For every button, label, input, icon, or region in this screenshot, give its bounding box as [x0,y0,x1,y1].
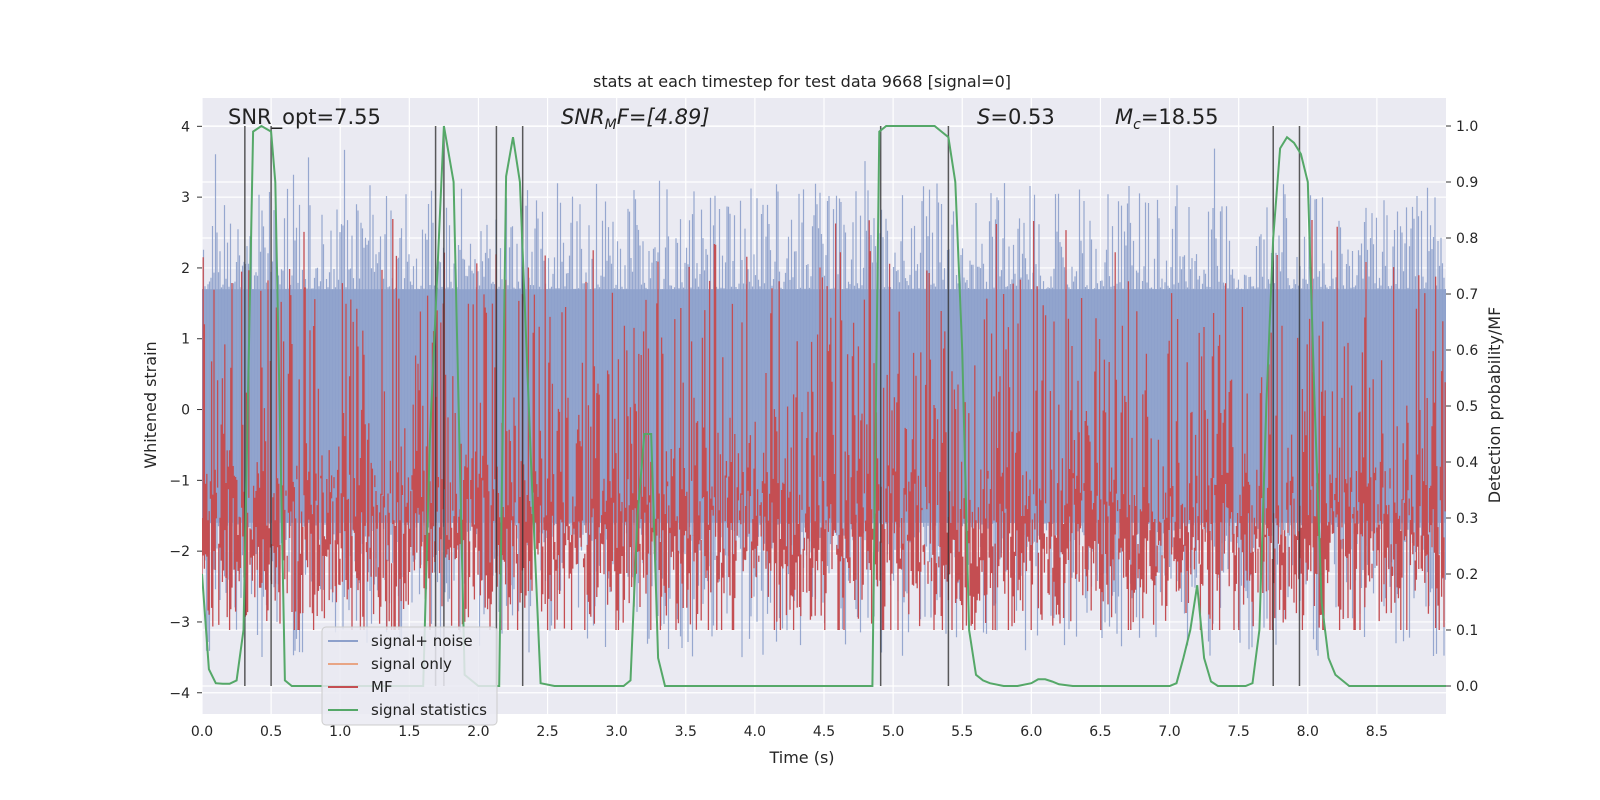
y-axis-right-label: Detection probability/MF [1485,307,1504,504]
legend: signal+ noise signal only MF signal stat… [321,626,498,726]
y-left-tick-label: −4 [169,686,190,702]
y-right-tick-label: 0.0 [1456,679,1478,695]
y-right-tick-label: 0.4 [1456,455,1478,471]
annotation-mc: Mc=18.55 [1115,105,1219,133]
y-right-tick-label: 0.1 [1456,623,1478,639]
annotation-s: S=0.53 [977,105,1055,129]
y-right-tick-label: 0.7 [1456,287,1478,303]
y-right-tick-label: 0.8 [1456,231,1478,247]
legend-label-mf: MF [371,678,393,696]
y-right-tick-label: 0.9 [1456,175,1478,191]
x-tick-label: 4.5 [813,724,835,740]
x-tick-label: 5.0 [882,724,904,740]
legend-label-noise: signal+ noise [371,632,473,650]
x-tick-label: 2.0 [467,724,489,740]
x-tick-label: 3.5 [675,724,697,740]
y-axis-left-ticks: 4 3 2 1 0 −1 −2 −3 −4 [169,119,202,702]
y-left-tick-label: −3 [169,615,190,631]
x-tick-label: 7.5 [1228,724,1250,740]
y-right-tick-label: 0.3 [1456,511,1478,527]
y-axis-right-ticks: 1.0 0.9 0.8 0.7 0.6 0.5 0.4 0.3 0.2 0.1 0.0 [1446,119,1478,695]
annotation-snr-mf: SNRMF=[4.89] [561,105,710,133]
detection-lines [244,126,1301,686]
x-tick-label: 8.5 [1366,724,1388,740]
y-left-tick-label: −1 [169,473,190,489]
y-right-tick-label: 0.2 [1456,567,1478,583]
y-left-tick-label: 2 [181,261,190,277]
legend-label-signal-statistics: signal statistics [371,701,487,719]
annotation-snr-opt: SNR_opt=7.55 [228,105,381,130]
x-tick-label: 6.5 [1089,724,1111,740]
y-left-tick-label: 4 [181,119,190,135]
y-right-tick-label: 0.5 [1456,399,1478,415]
x-tick-label: 6.0 [1020,724,1042,740]
x-tick-label: 2.5 [536,724,558,740]
x-tick-label: 8.0 [1297,724,1319,740]
chart-title: stats at each timestep for test data 966… [593,72,1011,91]
y-axis-left-label: Whitened strain [141,341,160,468]
x-tick-label: 5.5 [951,724,973,740]
x-axis-label: Time (s) [768,748,834,767]
x-tick-label: 1.0 [329,724,351,740]
y-left-tick-label: 3 [181,190,190,206]
y-left-tick-label: 0 [181,403,190,419]
x-axis-ticks: 0.0 0.5 1.0 1.5 2.0 2.5 3.0 3.5 4.0 4.5 5.0 5.5 6.0 6… [191,724,1388,740]
y-left-tick-label: −2 [169,544,190,560]
series-mf [202,219,1446,630]
y-right-tick-label: 1.0 [1456,119,1478,135]
legend-label-signal-only: signal only [371,655,452,673]
x-tick-label: 0.5 [260,724,282,740]
x-tick-label: 0.0 [191,724,213,740]
x-tick-label: 4.0 [744,724,766,740]
x-tick-label: 7.0 [1158,724,1180,740]
x-tick-label: 3.0 [606,724,628,740]
y-left-tick-label: 1 [181,332,190,348]
legend-box [321,626,498,726]
y-right-tick-label: 0.6 [1456,343,1478,359]
mf-trace [202,219,1446,630]
x-tick-label: 1.5 [398,724,420,740]
